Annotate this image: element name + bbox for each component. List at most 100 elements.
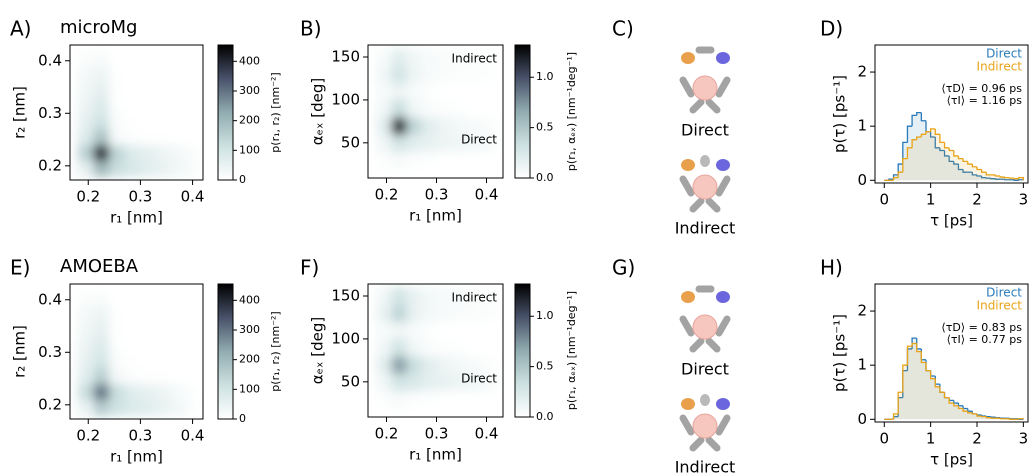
panel-letter: A) bbox=[10, 17, 31, 41]
histogram-fill bbox=[995, 175, 1001, 181]
panel-letter: G) bbox=[612, 256, 635, 280]
histogram-step bbox=[1018, 176, 1025, 181]
heatmap-cell bbox=[481, 65, 497, 84]
colorbar-label: p(r₁, αₑₓ) [nm⁻¹deg⁻¹] bbox=[565, 291, 578, 410]
water-rod bbox=[715, 76, 731, 98]
histogram-fill bbox=[977, 416, 982, 420]
x-tick-label: 0.2 bbox=[76, 427, 100, 445]
colorbar-tick-label: 0.5 bbox=[536, 121, 554, 134]
histogram-fill bbox=[898, 392, 903, 420]
heatmap-cell bbox=[93, 144, 110, 162]
histogram-fill bbox=[990, 174, 996, 181]
histogram-fill bbox=[972, 413, 977, 420]
heatmap-cell bbox=[77, 66, 94, 83]
histogram-fill bbox=[963, 411, 968, 420]
heatmap-cell bbox=[140, 383, 157, 401]
x-tick-label: 2 bbox=[972, 430, 982, 448]
heatmap-cell bbox=[124, 129, 141, 146]
heatmap-cell bbox=[406, 321, 422, 340]
heatmap-cell bbox=[171, 129, 188, 146]
histogram-fill bbox=[977, 175, 982, 181]
heatmap-cell bbox=[171, 399, 188, 416]
y-tick-label: 0.2 bbox=[38, 156, 62, 174]
heatmap-cell bbox=[466, 356, 482, 374]
heatmap-cell bbox=[466, 99, 482, 118]
histogram-step bbox=[948, 155, 954, 163]
heatmap-cell bbox=[187, 160, 203, 177]
histogram-step bbox=[990, 416, 996, 418]
colorbar-tick-label: 0 bbox=[239, 412, 246, 425]
heatmap-cell bbox=[436, 390, 452, 409]
annotation: ⟨τD⟩ = 0.96 ps bbox=[941, 82, 1022, 95]
heatmap-cell bbox=[406, 390, 422, 409]
heatmap-cell bbox=[140, 289, 157, 306]
heatmap-cell bbox=[391, 373, 407, 391]
histogram-fill bbox=[1000, 177, 1005, 181]
ion bbox=[692, 75, 718, 101]
histogram-step bbox=[962, 408, 968, 412]
legend-entry: Direct bbox=[986, 286, 1022, 300]
heatmap-cell bbox=[466, 338, 482, 357]
illustration-label: Direct bbox=[681, 121, 729, 140]
y-tick-label: 0.3 bbox=[38, 343, 62, 361]
colorbar-tick-label: 0.5 bbox=[536, 360, 554, 373]
heatmap-cell bbox=[171, 320, 188, 338]
histogram-step bbox=[990, 178, 996, 180]
histogram-fill bbox=[990, 178, 996, 181]
heatmap-cell bbox=[140, 113, 157, 130]
annotation: Direct bbox=[461, 372, 497, 386]
heatmap-cell bbox=[171, 289, 188, 306]
heatmap-cell bbox=[421, 117, 437, 135]
heatmap-cell bbox=[124, 399, 141, 416]
histogram-step bbox=[911, 139, 917, 148]
heatmap-cell bbox=[466, 373, 482, 391]
y-tick-label: 2 bbox=[857, 63, 867, 81]
legend-entry: Direct bbox=[986, 47, 1022, 61]
illustration-label: Indirect bbox=[675, 219, 736, 238]
x-axis-label: r₁ [nm] bbox=[409, 207, 462, 225]
y-axis-label: p(τ) [ps⁻¹] bbox=[831, 314, 849, 392]
heatmap-cell bbox=[451, 134, 467, 152]
heatmap-cell bbox=[77, 50, 94, 67]
heatmap-cell bbox=[156, 160, 173, 177]
x-tick-label: 0 bbox=[879, 430, 889, 448]
histogram-fill bbox=[944, 147, 950, 181]
heatmap-cell bbox=[93, 368, 110, 385]
histogram-fill bbox=[893, 177, 899, 181]
heatmap-cell bbox=[391, 338, 407, 357]
heatmap-cell bbox=[93, 66, 110, 83]
histogram-step bbox=[971, 412, 977, 415]
heatmap-cell bbox=[481, 82, 497, 101]
histogram-step bbox=[916, 343, 922, 353]
histogram-fill bbox=[972, 166, 977, 181]
heatmap-cell bbox=[376, 321, 392, 340]
water-top bbox=[700, 394, 710, 406]
heatmap-cell bbox=[466, 65, 482, 84]
histogram-step bbox=[948, 397, 954, 404]
histogram-fill bbox=[893, 416, 899, 420]
histogram-step bbox=[911, 114, 917, 127]
histogram-fill bbox=[967, 164, 973, 181]
water-rod bbox=[689, 436, 705, 452]
heatmap-cell bbox=[421, 373, 437, 391]
histogram-step bbox=[957, 155, 964, 160]
histogram-fill bbox=[930, 137, 936, 181]
x-tick-label: 0.3 bbox=[128, 188, 152, 206]
blue-group bbox=[716, 291, 730, 303]
histogram-step bbox=[939, 384, 945, 393]
histogram-step bbox=[967, 408, 973, 412]
colorbar-label: p(r₁, αₑₓ) [nm⁻¹deg⁻¹] bbox=[565, 52, 578, 171]
histogram-fill bbox=[902, 158, 908, 181]
heatmap-cell bbox=[93, 160, 110, 177]
heatmap-cell bbox=[406, 373, 422, 391]
heatmap-cell bbox=[451, 373, 467, 391]
molecule bbox=[679, 394, 731, 452]
heatmap-cell bbox=[156, 144, 173, 162]
histogram-fill bbox=[958, 169, 964, 181]
x-tick-label: 2 bbox=[972, 191, 982, 209]
histogram-step bbox=[985, 416, 991, 419]
histogram-fill bbox=[986, 178, 991, 181]
heatmap-cell bbox=[481, 48, 497, 67]
heatmap-cell bbox=[436, 82, 452, 101]
